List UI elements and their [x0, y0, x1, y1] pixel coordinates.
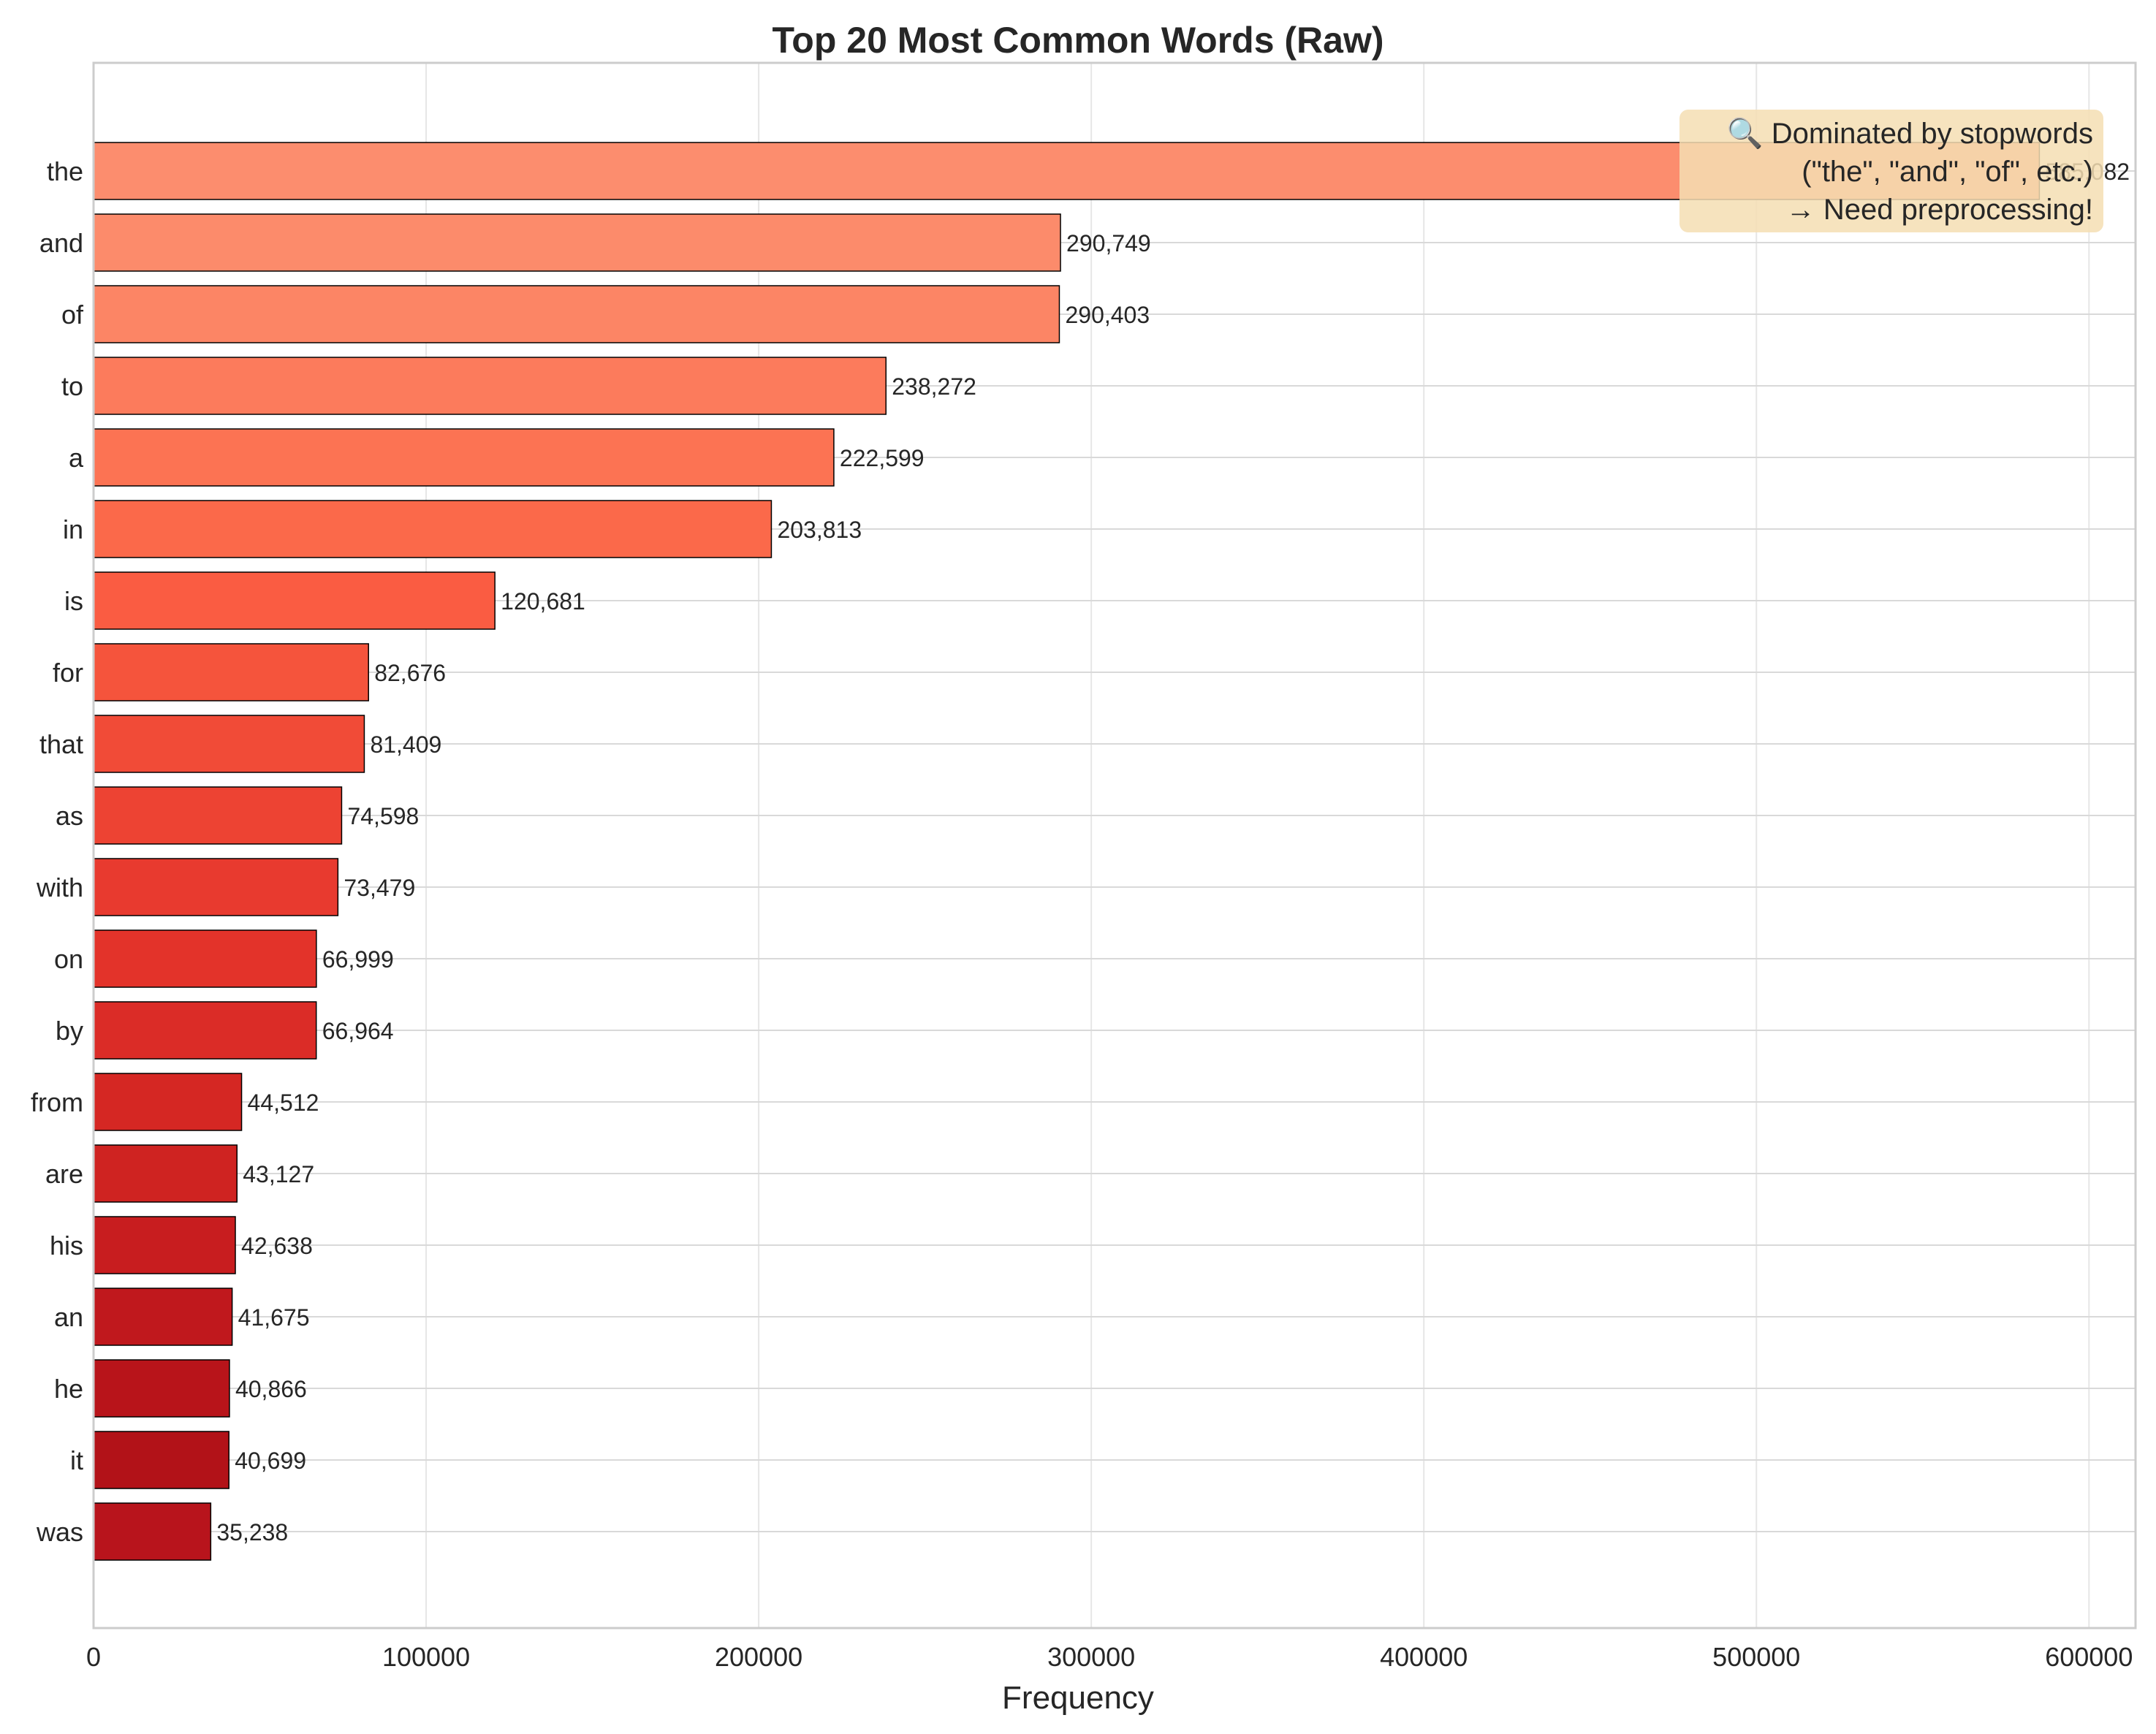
value-label-with: 73,479 — [343, 875, 415, 901]
y-tick-label-by: by — [56, 1016, 83, 1046]
bar-of — [93, 285, 1060, 343]
value-label-by: 66,964 — [322, 1018, 394, 1044]
annotation-background — [1679, 110, 2103, 232]
value-label-a: 222,599 — [840, 445, 925, 471]
y-tick-label-of: of — [61, 300, 84, 330]
x-tick-label: 400000 — [1380, 1642, 1468, 1672]
bar-his — [93, 1216, 236, 1274]
value-label-is: 120,681 — [501, 588, 585, 615]
y-tick-label-and: and — [39, 228, 83, 258]
y-tick-label-he: he — [54, 1374, 83, 1404]
bar-that — [93, 715, 365, 773]
y-tick-label-is: is — [64, 586, 83, 616]
y-tick-label-an: an — [54, 1302, 83, 1332]
bar-he — [93, 1359, 230, 1418]
value-label-an: 41,675 — [238, 1304, 310, 1331]
bar-with — [93, 858, 339, 916]
value-label-and: 290,749 — [1066, 230, 1151, 256]
annotation-line-2: ("the", "and", "of", etc.) — [1802, 156, 2093, 188]
value-label-are: 43,127 — [243, 1161, 314, 1187]
value-label-to: 238,272 — [892, 373, 976, 400]
y-tick-label-that: that — [39, 729, 83, 759]
y-tick-label-from: from — [31, 1087, 83, 1117]
y-tick-label-in: in — [63, 514, 83, 544]
value-labels: 585,082290,749290,403238,272222,599203,8… — [216, 159, 2130, 1545]
bar-is — [93, 571, 496, 630]
y-tick-label-on: on — [54, 944, 83, 974]
y-tick-label-as: as — [56, 801, 83, 831]
value-label-in: 203,813 — [777, 517, 862, 543]
bar-an — [93, 1288, 233, 1346]
value-label-of: 290,403 — [1065, 302, 1150, 328]
value-label-on: 66,999 — [322, 946, 394, 973]
y-tick-label-the: the — [47, 156, 83, 186]
value-label-that: 81,409 — [370, 731, 441, 758]
bar-it — [93, 1431, 229, 1489]
y-tick-label-for: for — [53, 658, 83, 688]
value-label-from: 44,512 — [248, 1090, 319, 1116]
annotation-line-1: 🔍 Dominated by stopwords — [1727, 115, 2093, 150]
bar-and — [93, 213, 1061, 272]
plot-frame — [92, 61, 2137, 1630]
x-axis-label: Frequency — [1002, 1680, 1154, 1716]
y-tick-label-a: a — [69, 443, 84, 473]
bar-by — [93, 1001, 317, 1060]
value-label-his: 42,638 — [241, 1233, 313, 1259]
bar-from — [93, 1073, 243, 1131]
x-tick-label: 500000 — [1712, 1642, 1800, 1672]
bar-are — [93, 1144, 238, 1203]
y-tick-label-his: his — [50, 1231, 83, 1260]
value-label-was: 35,238 — [216, 1519, 288, 1545]
y-tick-label-with: with — [36, 872, 83, 902]
value-label-he: 40,866 — [235, 1376, 307, 1402]
bar-a — [93, 428, 835, 487]
chart-title: Top 20 Most Common Words (Raw) — [772, 20, 1383, 61]
y-tick-label-it: it — [70, 1445, 83, 1475]
x-tick-labels: 0 100000 200000 300000 400000 500000 600000 — [86, 1642, 2133, 1672]
value-label-it: 40,699 — [235, 1448, 306, 1474]
value-label-for: 82,676 — [374, 660, 446, 686]
x-tick-label: 0 — [86, 1642, 101, 1672]
bar-was — [93, 1502, 212, 1561]
y-tick-labels: the and of to a in is for that as with on by from are h… — [31, 156, 84, 1547]
y-tick-label-was: was — [36, 1517, 83, 1547]
bar-for — [93, 643, 369, 701]
x-tick-label: 100000 — [382, 1642, 470, 1672]
x-tick-label: 200000 — [715, 1642, 802, 1672]
bar-on — [93, 929, 317, 988]
annotation-box: 🔍 Dominated by stopwords ("the", "and", … — [1679, 110, 2103, 232]
x-tick-label: 300000 — [1047, 1642, 1135, 1672]
annotation-line-3: → Need preprocessing! — [1786, 194, 2093, 226]
bar-in — [93, 500, 773, 558]
x-tick-label: 600000 — [2045, 1642, 2133, 1672]
bar-as — [93, 786, 343, 845]
bar-to — [93, 357, 887, 415]
y-tick-label-to: to — [61, 371, 83, 401]
y-tick-label-are: are — [45, 1159, 83, 1189]
value-label-as: 74,598 — [347, 803, 419, 829]
